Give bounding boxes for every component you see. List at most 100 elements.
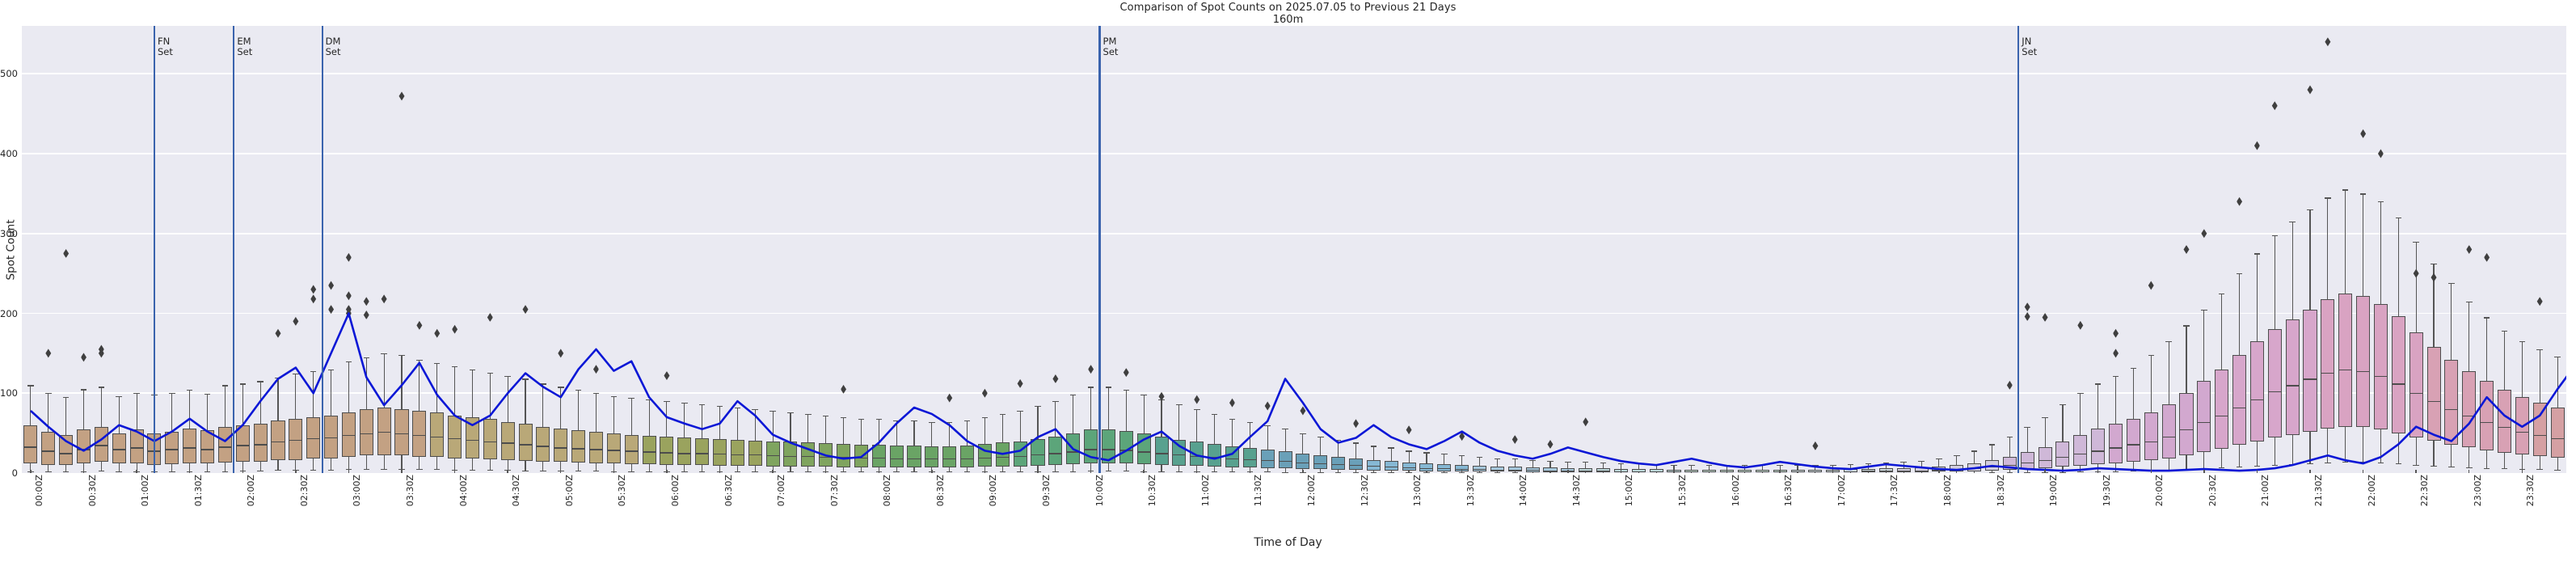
y-tick-label: 200	[0, 307, 18, 319]
outlier-marker	[81, 353, 86, 362]
outlier-marker	[2077, 320, 2084, 330]
x-tick-label: 02:00Z	[246, 475, 257, 507]
y-tick-label: 500	[0, 68, 18, 80]
whisker-cap	[1653, 464, 1659, 466]
box-plot-box	[2285, 319, 2300, 435]
box-median-line	[677, 453, 692, 454]
x-tick-label: 12:30Z	[1359, 475, 1370, 507]
outlier-marker	[2360, 129, 2367, 138]
whisker-cap	[1759, 465, 1766, 467]
box-median-line	[2179, 429, 2194, 430]
box-plot-box	[2321, 298, 2335, 429]
whisker-cap	[2183, 325, 2190, 327]
outlier-marker	[2113, 328, 2119, 338]
x-tick-mark	[931, 470, 933, 473]
box-median-line	[2391, 383, 2405, 385]
gridline	[22, 73, 2566, 75]
y-tick-label: 300	[0, 227, 18, 239]
x-tick-mark	[348, 470, 350, 473]
box-plot-box	[2515, 397, 2529, 455]
box-median-line	[1808, 471, 1823, 473]
box-median-line	[2055, 457, 2070, 458]
whisker-cap	[1123, 390, 1130, 391]
x-tick-mark	[1779, 470, 1781, 473]
whisker-cap	[345, 361, 352, 362]
box-plot-box	[1084, 429, 1098, 464]
x-tick-mark	[1143, 470, 1145, 473]
box-median-line	[2550, 437, 2565, 439]
whisker-cap	[2466, 467, 2473, 469]
x-tick-label: 06:00Z	[669, 475, 681, 507]
x-tick-mark	[30, 470, 32, 473]
box-median-line	[1419, 468, 1434, 470]
x-tick-label: 03:00Z	[352, 475, 363, 507]
x-tick-mark	[1726, 470, 1728, 473]
whisker-cap	[1689, 465, 1695, 467]
x-tick-label: 11:00Z	[1199, 475, 1211, 507]
box-plot-box	[606, 433, 621, 464]
box-median-line	[59, 453, 74, 454]
whisker-cap	[1352, 442, 1360, 444]
box-median-line	[1950, 469, 1964, 471]
whisker-cap	[540, 383, 546, 385]
x-tick-label: 21:30Z	[2313, 475, 2324, 507]
box-median-line	[588, 449, 603, 450]
box-median-line	[2480, 421, 2494, 423]
whisker-cap	[2413, 241, 2419, 243]
whisker-cap	[1494, 472, 1501, 473]
box-plot-box	[1066, 433, 1081, 465]
box-median-line	[324, 437, 339, 438]
whisker-cap	[169, 393, 175, 395]
box-plot-box	[1208, 444, 1222, 467]
whisker-cap	[628, 471, 635, 473]
whisker-cap	[858, 418, 865, 420]
annotation-vline-pm-set	[1098, 26, 1101, 473]
box-median-line	[1649, 471, 1663, 473]
box-plot-box	[1278, 451, 1292, 469]
whisker-cap	[27, 385, 34, 387]
whisker-cap	[875, 418, 882, 420]
whisker-cap	[2395, 463, 2402, 465]
box-plot-box	[819, 443, 833, 467]
box-plot-box	[1296, 454, 1310, 470]
box-plot-box	[554, 428, 568, 463]
whisker-cap	[2483, 468, 2490, 470]
outlier-marker	[452, 324, 458, 334]
outlier-marker	[63, 248, 70, 258]
outlier-marker	[2042, 312, 2048, 322]
whisker-cap	[2060, 404, 2066, 406]
whisker-cap	[1211, 413, 1218, 416]
whisker-cap	[1954, 455, 1960, 457]
whisker-cap	[1777, 465, 1783, 467]
box-median-line	[500, 442, 515, 444]
whisker-cap	[2201, 309, 2207, 311]
whisker-cap	[2342, 189, 2349, 191]
whisker-cap	[1511, 458, 1518, 460]
whisker-cap	[257, 381, 264, 382]
box-median-line	[1737, 471, 1752, 473]
box-median-line	[1631, 471, 1646, 473]
box-plot-box	[2426, 346, 2441, 442]
whisker-cap	[2112, 471, 2119, 473]
outlier-marker	[1353, 419, 1359, 429]
outlier-marker	[1583, 417, 1589, 427]
box-plot-box	[359, 409, 373, 456]
x-tick-label: 09:00Z	[988, 475, 999, 507]
x-tick-mark	[2097, 470, 2099, 473]
whisker-cap	[2112, 375, 2119, 377]
box-median-line	[165, 449, 179, 450]
outlier-marker	[310, 285, 317, 294]
x-tick-mark	[295, 470, 297, 473]
annotation-vline-dm-set	[321, 26, 323, 473]
whisker-cap	[1176, 404, 1183, 406]
box-median-line	[1172, 454, 1187, 456]
box-plot-box	[2179, 393, 2194, 456]
box-plot-box	[2197, 381, 2211, 453]
box-median-line	[819, 457, 833, 458]
whisker-cap	[504, 375, 511, 377]
outlier-marker	[2413, 268, 2419, 278]
box-median-line	[200, 449, 215, 450]
box-plot-box	[2126, 418, 2140, 463]
whisker-cap	[2536, 349, 2543, 351]
box-plot-box	[2073, 434, 2088, 467]
